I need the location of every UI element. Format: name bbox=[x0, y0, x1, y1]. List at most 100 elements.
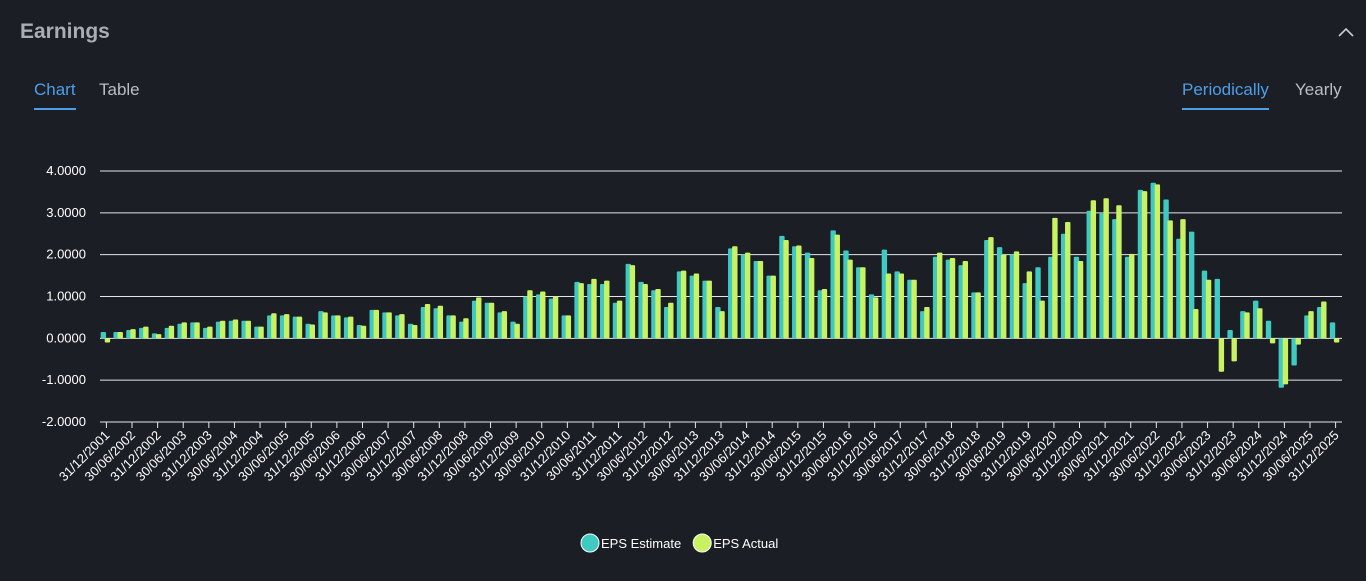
bar bbox=[501, 311, 508, 339]
legend-swatch bbox=[580, 533, 600, 553]
bar bbox=[783, 240, 789, 339]
bar bbox=[433, 308, 439, 339]
y-tick-label: 1.0000 bbox=[46, 289, 86, 304]
bar bbox=[348, 316, 354, 339]
bar bbox=[335, 315, 341, 339]
periodically-tab[interactable]: Periodically bbox=[1182, 80, 1269, 110]
y-tick-label: 4.0000 bbox=[46, 163, 86, 178]
x-tick-label: 31/12/2005 bbox=[261, 428, 318, 485]
bar bbox=[830, 230, 836, 339]
bar bbox=[548, 298, 555, 339]
bar bbox=[971, 292, 977, 339]
x-tick-label: 30/06/2025 bbox=[1259, 428, 1316, 485]
bar bbox=[885, 273, 892, 339]
bar bbox=[689, 275, 696, 339]
bar bbox=[834, 234, 840, 339]
table-tab[interactable]: Table bbox=[99, 80, 140, 99]
x-tick-label: 30/06/2023 bbox=[1157, 428, 1214, 485]
bar bbox=[856, 267, 862, 339]
bar bbox=[1137, 189, 1144, 339]
legend-swatch bbox=[692, 533, 712, 553]
bar bbox=[1013, 251, 1020, 339]
bar bbox=[898, 273, 904, 339]
bar bbox=[497, 312, 503, 339]
bar bbox=[113, 332, 119, 339]
bar bbox=[292, 316, 299, 339]
x-tick-label: 31/12/2009 bbox=[466, 428, 523, 485]
yearly-tab[interactable]: Yearly bbox=[1295, 80, 1342, 99]
bar bbox=[1035, 267, 1041, 339]
bar bbox=[753, 260, 760, 339]
bar bbox=[770, 275, 776, 339]
x-tick-label: 30/06/2024 bbox=[1208, 428, 1265, 485]
bar bbox=[1176, 238, 1182, 339]
legend-label: EPS Actual bbox=[713, 536, 778, 551]
x-tick-label: 30/06/2022 bbox=[1106, 428, 1163, 485]
panel-title: Earnings bbox=[20, 20, 110, 43]
bar bbox=[1317, 306, 1323, 339]
bar bbox=[420, 306, 427, 339]
bar bbox=[1231, 338, 1237, 362]
bar bbox=[241, 320, 247, 339]
bar bbox=[1060, 233, 1067, 339]
bar bbox=[937, 252, 943, 339]
bar bbox=[1304, 315, 1310, 339]
bar bbox=[1077, 260, 1084, 339]
bar bbox=[484, 302, 491, 339]
bar bbox=[1001, 254, 1007, 339]
bar bbox=[407, 323, 414, 339]
bar bbox=[1333, 338, 1340, 343]
bar bbox=[920, 311, 926, 339]
bar bbox=[540, 291, 546, 339]
bar bbox=[574, 281, 580, 339]
bar bbox=[1205, 279, 1212, 339]
x-tick-label: 31/12/2012 bbox=[619, 428, 676, 485]
bar bbox=[1308, 311, 1314, 339]
bar bbox=[279, 315, 286, 339]
collapse-icon[interactable] bbox=[1338, 26, 1354, 38]
x-tick-label: 31/12/2016 bbox=[824, 428, 881, 485]
bar bbox=[459, 321, 465, 339]
bar bbox=[100, 332, 107, 339]
x-tick-label: 31/12/2010 bbox=[517, 428, 574, 485]
bar bbox=[1167, 220, 1173, 339]
bar bbox=[804, 252, 811, 339]
x-tick-label: 30/06/2021 bbox=[1055, 428, 1112, 485]
x-tick-label: 30/06/2020 bbox=[1003, 428, 1060, 485]
x-tick-label: 31/12/2008 bbox=[414, 428, 471, 485]
bar bbox=[309, 324, 315, 339]
x-tick-label: 31/12/2025 bbox=[1285, 428, 1342, 485]
bar bbox=[702, 280, 708, 339]
bar bbox=[975, 292, 981, 339]
bar bbox=[847, 259, 853, 339]
bar bbox=[437, 305, 444, 339]
bar bbox=[565, 315, 572, 339]
bar bbox=[527, 290, 533, 339]
chart-tab[interactable]: Chart bbox=[34, 80, 76, 110]
bar bbox=[676, 271, 683, 339]
bar bbox=[322, 312, 328, 339]
bar bbox=[715, 306, 721, 339]
bar bbox=[1150, 182, 1156, 339]
x-tick-label: 30/06/2005 bbox=[235, 428, 292, 485]
bar bbox=[1086, 210, 1092, 339]
bar bbox=[283, 314, 290, 339]
bar bbox=[296, 316, 303, 339]
bar bbox=[1163, 199, 1169, 339]
bar bbox=[386, 312, 392, 339]
bar bbox=[305, 323, 311, 339]
bar bbox=[740, 254, 747, 339]
bar bbox=[1278, 338, 1284, 388]
bar bbox=[604, 280, 610, 339]
bar bbox=[117, 332, 123, 339]
bar bbox=[395, 315, 401, 339]
x-tick-label: 31/12/2001 bbox=[56, 428, 113, 485]
bar bbox=[267, 315, 273, 339]
bar bbox=[728, 248, 734, 339]
x-tick-label: 31/12/2018 bbox=[927, 428, 984, 485]
bar bbox=[203, 327, 209, 339]
y-tick-label: 0.0000 bbox=[46, 330, 86, 345]
bar bbox=[911, 279, 917, 339]
